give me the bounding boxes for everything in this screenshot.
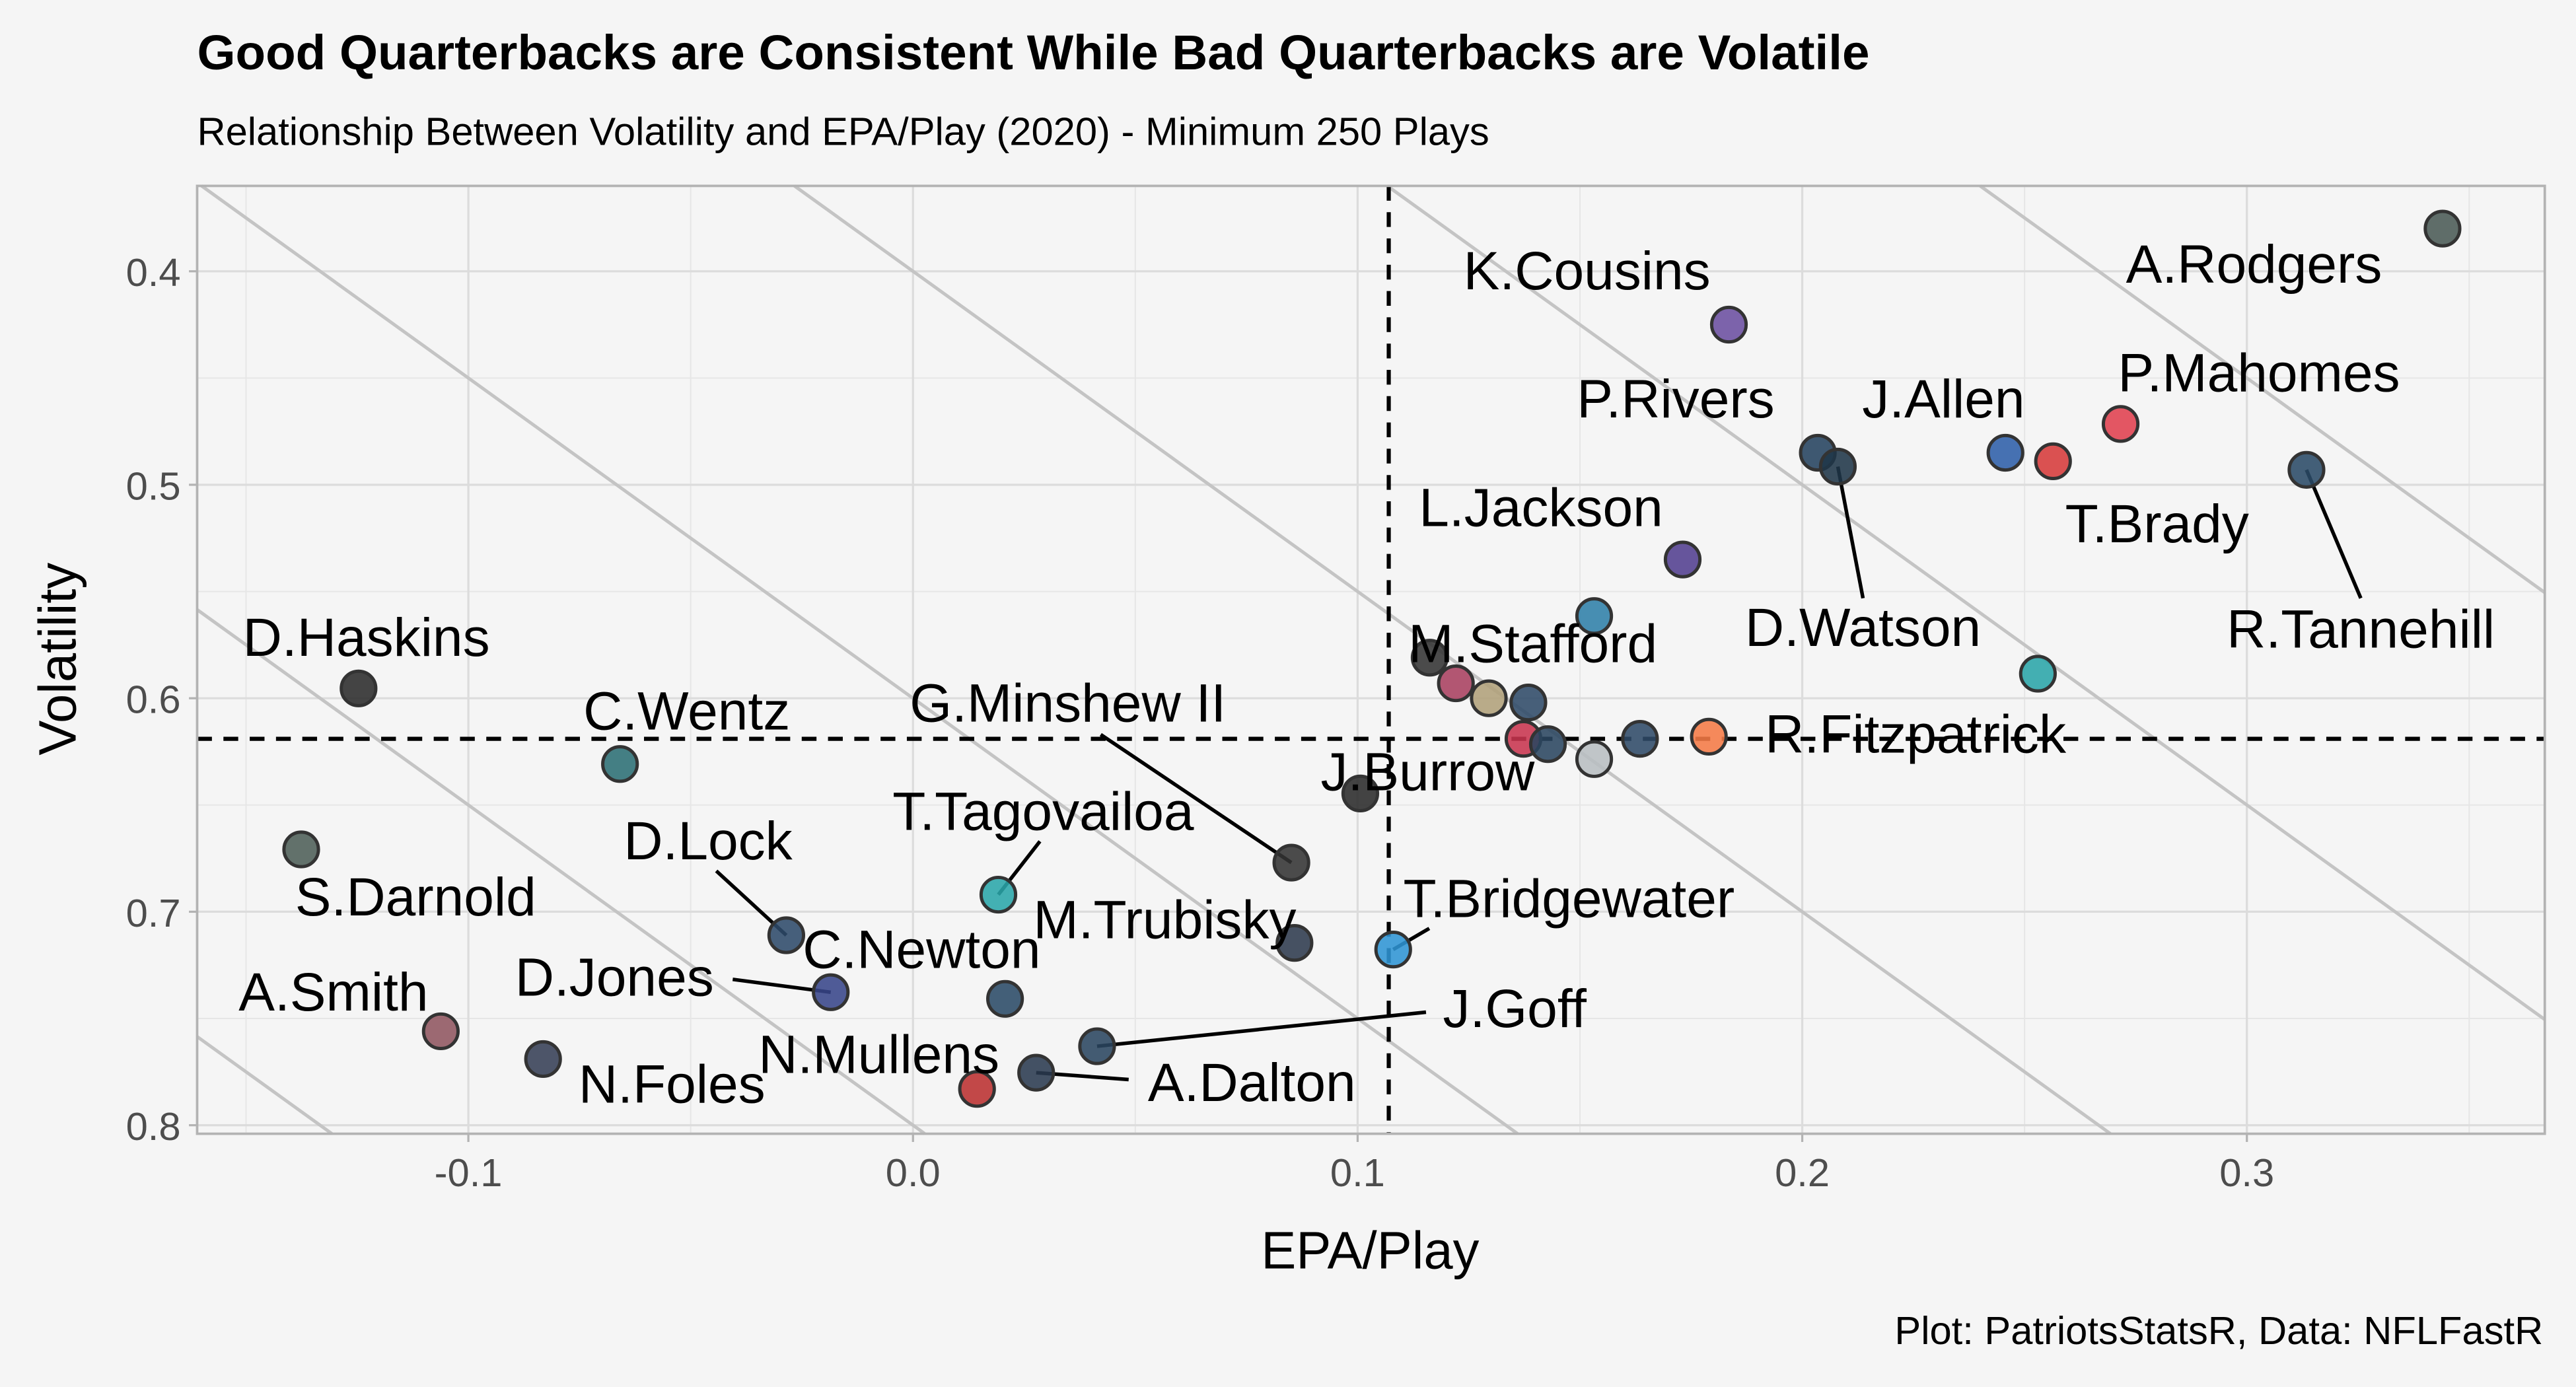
point-label: S.Darnold [295, 867, 536, 927]
data-point [767, 916, 806, 954]
y-tick-label: 0.6 [126, 678, 181, 722]
data-point [1709, 305, 1748, 344]
point-label: K.Cousins [1464, 241, 1711, 301]
data-point [601, 745, 639, 783]
point-label: C.Newton [803, 919, 1040, 979]
point-label: T.Bridgewater [1403, 869, 1735, 929]
point-label: M.Stafford [1408, 614, 1657, 674]
point-label: L.Jackson [1419, 478, 1663, 538]
point-label: P.Mahomes [2118, 343, 2400, 403]
data-point [1690, 717, 1728, 756]
data-point [1575, 597, 1614, 635]
data-point [812, 973, 850, 1011]
x-tick-label: 0.2 [1775, 1151, 1830, 1195]
data-point [2019, 655, 2057, 693]
label-connector [2305, 469, 2363, 599]
point-label: J.Burrow [1321, 742, 1535, 802]
point-label: M.Trubisky [1033, 890, 1296, 950]
data-point [340, 669, 378, 707]
diagonal-line [1386, 184, 2546, 1021]
data-point [1341, 774, 1380, 812]
plot-panel [197, 186, 2545, 1134]
y-tick-label: 0.4 [126, 250, 181, 295]
chart-title: Good Quarterbacks are Consistent While B… [197, 24, 1869, 80]
data-point [1272, 843, 1310, 882]
data-point [2287, 450, 2326, 489]
x-tick-label: 0.0 [886, 1151, 941, 1195]
point-label: C.Wentz [583, 682, 790, 742]
data-point [1078, 1027, 1116, 1065]
data-point [1575, 740, 1614, 778]
data-point [1621, 720, 1659, 758]
data-point [985, 979, 1024, 1018]
point-label: A.Smith [238, 962, 428, 1022]
y-tick-label: 0.7 [126, 891, 181, 935]
label-connector [1096, 1010, 1427, 1048]
point-label: R.Fitzpatrick [1765, 705, 2067, 765]
point-label: T.Tagovailoa [892, 781, 1194, 841]
point-label: D.Lock [624, 811, 793, 871]
y-tick-label: 0.5 [126, 464, 181, 508]
points [282, 209, 2462, 1108]
data-point [2034, 442, 2072, 481]
data-point [1437, 664, 1475, 703]
y-axis-label: Volatility [28, 563, 87, 756]
x-tick-label: 0.1 [1330, 1151, 1385, 1195]
data-point [2423, 209, 2462, 248]
diagonal-line [196, 608, 926, 1135]
data-point [979, 875, 1018, 914]
chart-subtitle: Relationship Between Volatility and EPA/… [197, 109, 1489, 153]
point-label: A.Rodgers [2126, 234, 2382, 295]
data-point [1528, 725, 1567, 764]
data-point [1374, 931, 1412, 969]
data-point [421, 1012, 460, 1051]
x-tick-label: -0.1 [435, 1151, 503, 1195]
diagonal-line [196, 1035, 334, 1135]
x-axis-label: EPA/Play [1261, 1221, 1479, 1280]
data-point [1275, 924, 1314, 962]
point-label: N.Foles [579, 1054, 766, 1114]
reference-lines [197, 186, 2545, 1134]
point-label: A.Dalton [1148, 1053, 1356, 1113]
data-point [958, 1070, 996, 1108]
grid [197, 186, 2545, 1134]
label-connector [1836, 466, 1865, 599]
point-label: D.Jones [515, 948, 714, 1008]
x-tick-label: 0.3 [2219, 1151, 2274, 1195]
point-label: T.Brady [2065, 494, 2249, 554]
caption: Plot: PatriotsStatsR, Data: NFLFastR [1894, 1308, 2543, 1353]
data-point [1017, 1053, 1055, 1092]
diagonal-line [200, 184, 1519, 1135]
point-label: D.Haskins [243, 608, 490, 668]
point-label: G.Minshew II [910, 673, 1226, 733]
diagonal-line [1979, 184, 2546, 594]
axis-ticks: -0.1 0.0 0.1 0.2 0.3 0.4 0.5 0.6 0.7 0.8 [126, 250, 2275, 1195]
data-point [1986, 433, 2024, 472]
point-label: D.Watson [1745, 598, 1981, 658]
data-point [2101, 405, 2140, 443]
point-label: N.Mullens [758, 1025, 999, 1085]
data-point [1663, 540, 1702, 579]
data-point [524, 1040, 562, 1079]
data-point [1470, 679, 1508, 717]
data-point [282, 830, 320, 869]
point-label: P.Rivers [1577, 369, 1774, 429]
point-labels: A.Rodgers K.Cousins P.Rivers D.Watson J.Alle… [238, 234, 2495, 1114]
data-point [1509, 684, 1548, 722]
data-point [1410, 639, 1449, 677]
panel-border [196, 184, 2546, 1135]
point-label: J.Goff [1443, 979, 1587, 1039]
data-point [1818, 447, 1857, 486]
label-connector [1099, 732, 1293, 865]
diagonal-line [793, 184, 2112, 1135]
y-tick-label: 0.8 [126, 1104, 181, 1149]
point-label: R.Tannehill [2227, 599, 2495, 659]
diagonal-lines [196, 184, 2546, 1135]
point-label: J.Allen [1862, 369, 2024, 429]
